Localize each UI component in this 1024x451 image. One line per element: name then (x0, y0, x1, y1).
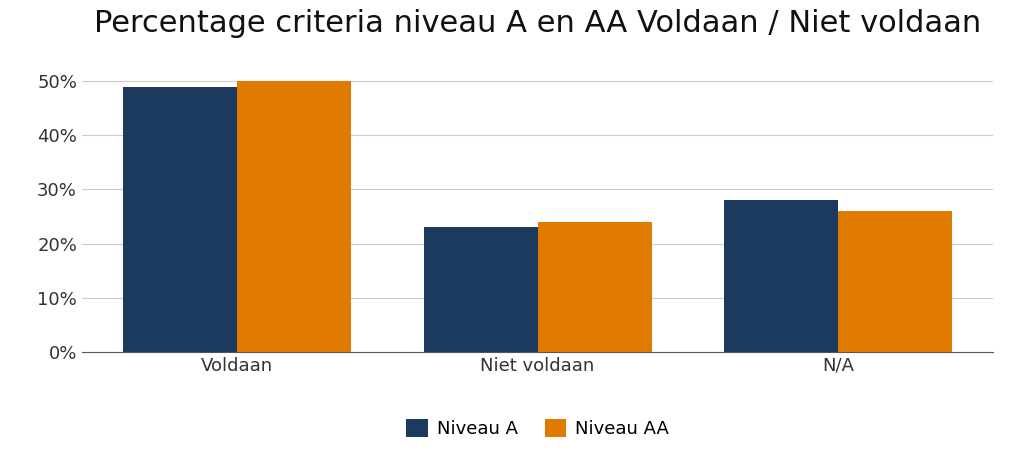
Bar (424, 227, 538, 352)
Bar (123, 87, 238, 352)
Bar (838, 211, 952, 352)
Bar (238, 81, 351, 352)
Bar (538, 222, 651, 352)
Bar (724, 200, 838, 352)
Legend: Niveau A, Niveau AA: Niveau A, Niveau AA (398, 411, 677, 445)
Title: Percentage criteria niveau A en AA Voldaan / Niet voldaan: Percentage criteria niveau A en AA Volda… (94, 9, 981, 38)
